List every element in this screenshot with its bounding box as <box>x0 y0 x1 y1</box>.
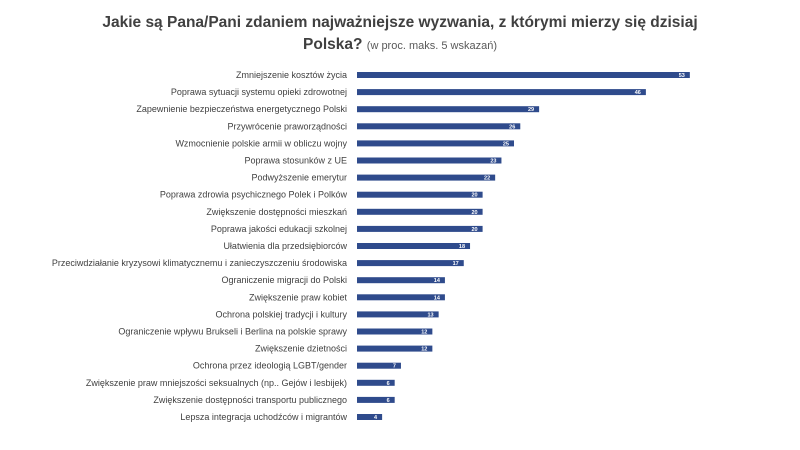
bar <box>357 157 502 164</box>
bar <box>357 191 483 198</box>
data-label: 46 <box>635 90 641 96</box>
category-label: Zwiększenie praw mniejszości seksualnych… <box>86 378 347 388</box>
bar <box>357 414 383 420</box>
data-label: 25 <box>503 141 509 147</box>
category-label: Ograniczenie wpływu Brukseli i Berlina n… <box>118 327 347 337</box>
bar <box>357 311 439 318</box>
category-label: Zwiększenie dzietności <box>255 344 347 354</box>
bar <box>357 208 483 215</box>
bar <box>357 260 464 267</box>
data-label: 23 <box>490 159 496 165</box>
chart-subtitle: (w proc. maks. 5 wskazań) <box>366 40 497 52</box>
bar <box>357 396 395 403</box>
bar <box>357 345 433 352</box>
category-label: Ułatwienia dla przedsiębiorców <box>223 241 347 251</box>
bar <box>357 328 433 335</box>
data-label: 26 <box>509 124 515 130</box>
category-label: Zwiększenie dostępności mieszkań <box>206 207 347 217</box>
data-label: 7 <box>393 364 396 370</box>
category-label: Poprawa jakości edukacji szkolnej <box>211 224 347 234</box>
category-label: Ograniczenie migracji do Polski <box>221 275 347 285</box>
category-label: Ochrona przez ideologią LGBT/gender <box>193 361 347 371</box>
category-label: Wzmocnienie polskie armii w obliczu wojn… <box>175 138 347 148</box>
bar <box>357 277 445 284</box>
data-label: 20 <box>471 193 477 199</box>
data-label: 17 <box>453 261 459 267</box>
category-label: Zapewnienie bezpieczeństwa energetyczneg… <box>136 104 347 114</box>
data-label: 53 <box>679 73 685 79</box>
category-label: Przywrócenie praworządności <box>227 121 347 131</box>
bar <box>357 140 514 147</box>
data-label: 14 <box>434 278 441 284</box>
chart-title-line2: Polska? (w proc. maks. 5 wskazań) <box>0 34 800 57</box>
data-label: 20 <box>471 210 477 216</box>
chart-title: Jakie są Pana/Pani zdaniem najważniejsze… <box>102 14 698 31</box>
data-label: 6 <box>387 381 390 387</box>
category-label: Podwyższenie emerytur <box>251 173 347 183</box>
category-label: Poprawa zdrowia psychicznego Polek i Pol… <box>160 190 348 200</box>
category-label: Zwiększenie dostępności transportu publi… <box>153 395 347 405</box>
category-label: Ochrona polskiej tradycji i kultury <box>215 309 347 319</box>
data-label: 18 <box>459 244 465 250</box>
data-label: 13 <box>428 312 434 318</box>
bar <box>357 225 483 232</box>
bar <box>357 362 401 369</box>
category-label: Poprawa stosunków z UE <box>244 156 347 166</box>
data-label: 20 <box>471 227 477 233</box>
bar <box>357 89 646 96</box>
chart-title-question: Polska? <box>303 36 363 53</box>
category-label: Zwiększenie praw kobiet <box>249 292 348 302</box>
bar <box>357 72 690 78</box>
data-label: 22 <box>484 176 490 182</box>
data-label: 12 <box>421 330 427 336</box>
category-label: Lepsza integracja uchodźców i migrantów <box>180 412 347 422</box>
bar <box>357 106 540 113</box>
bar <box>357 174 496 181</box>
data-label: 12 <box>421 347 427 353</box>
data-label: 14 <box>434 295 441 301</box>
data-label: 29 <box>528 107 534 113</box>
bar <box>357 294 445 301</box>
bar <box>357 379 395 386</box>
category-label: Przeciwdziałanie kryzysowi klimatycznemu… <box>52 258 347 268</box>
chart-title-block: Jakie są Pana/Pani zdaniem najważniejsze… <box>0 12 800 57</box>
category-label: Zmniejszenie kosztów życia <box>236 70 347 80</box>
category-label: Poprawa sytuacji systemu opieki zdrowotn… <box>171 87 347 97</box>
bar <box>357 243 471 249</box>
data-label: 6 <box>387 398 390 404</box>
data-label: 4 <box>374 415 378 421</box>
bar <box>357 123 521 130</box>
